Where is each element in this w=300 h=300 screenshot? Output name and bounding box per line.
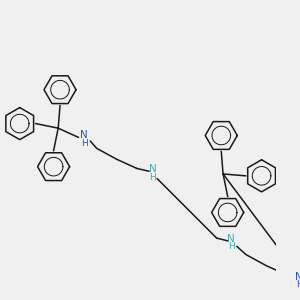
Text: H: H: [81, 139, 88, 148]
Text: N: N: [295, 272, 300, 282]
Text: N: N: [80, 130, 88, 140]
Text: N: N: [149, 164, 156, 174]
Text: H: H: [296, 280, 300, 289]
Text: H: H: [149, 173, 156, 182]
Text: N: N: [227, 234, 235, 244]
Text: H: H: [228, 242, 235, 251]
